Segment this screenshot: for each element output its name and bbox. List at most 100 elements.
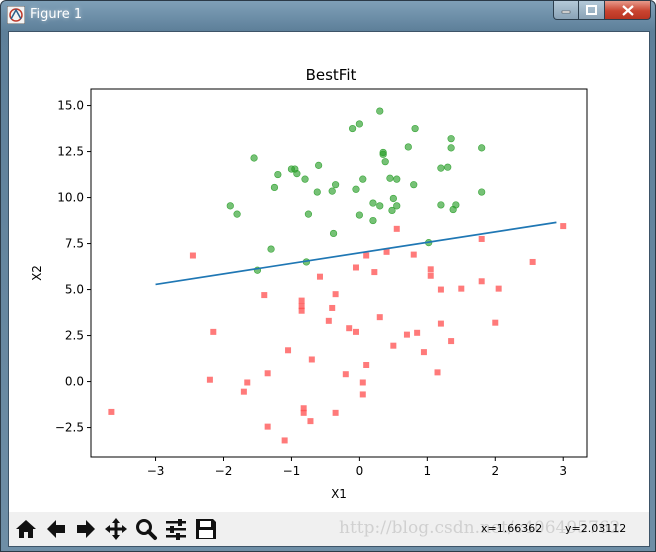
class-0-point bbox=[274, 170, 282, 179]
class-0-point bbox=[410, 181, 418, 189]
class-1-point bbox=[363, 252, 370, 259]
scatter-plot: BestFit −3 −2 −1 0 1 2 3 −2.5 0.0 2.5 5.0 7.5 10.0 1… bbox=[30, 66, 588, 501]
class-1-point bbox=[210, 328, 217, 335]
class-0-point bbox=[478, 188, 486, 196]
class-1-point bbox=[390, 342, 397, 349]
class-1-point bbox=[437, 320, 444, 327]
x-axis-ticks: −3 −2 −1 0 1 2 3 bbox=[147, 457, 567, 478]
class-1-point bbox=[346, 325, 353, 332]
y-tick-label: 2.5 bbox=[65, 329, 84, 343]
class-0-point bbox=[348, 124, 357, 133]
class-1-point bbox=[492, 319, 499, 326]
class-1-point bbox=[529, 258, 536, 265]
class-1-point bbox=[478, 235, 485, 242]
class-0-point bbox=[386, 174, 394, 182]
pan-button[interactable] bbox=[102, 515, 130, 543]
class-1-point bbox=[281, 437, 288, 444]
class-0-point bbox=[388, 206, 396, 215]
class-1-point bbox=[298, 303, 305, 310]
x-tick-label: 2 bbox=[491, 464, 499, 478]
back-arrow-icon bbox=[47, 520, 65, 538]
class-1-point bbox=[300, 409, 307, 416]
figure-canvas[interactable]: BestFit −3 −2 −1 0 1 2 3 −2.5 0.0 2.5 5.0 7.5 10.0 1… bbox=[8, 31, 650, 547]
x-axis-label: X1 bbox=[331, 487, 347, 501]
class-0-point bbox=[301, 175, 309, 183]
class-0-point bbox=[304, 210, 313, 218]
class-1-point bbox=[437, 286, 444, 293]
x-tick-label: 1 bbox=[424, 464, 432, 478]
class-1-point bbox=[329, 304, 336, 311]
title-bar[interactable]: Figure 1 bbox=[1, 1, 655, 31]
class-0-point bbox=[389, 194, 397, 203]
class-1-point bbox=[298, 297, 305, 304]
maximize-icon bbox=[586, 5, 597, 15]
class-0-point bbox=[293, 170, 301, 178]
class-1-point bbox=[261, 292, 268, 299]
forward-arrow-icon bbox=[77, 520, 95, 538]
class-0-point bbox=[369, 199, 377, 207]
y-coordinate-readout: y=2.03112 bbox=[565, 522, 627, 535]
class-0-point bbox=[355, 120, 363, 128]
class-1-point bbox=[206, 376, 213, 383]
close-button[interactable] bbox=[605, 1, 651, 20]
configure-subplots-button[interactable] bbox=[162, 515, 190, 543]
y-tick-label: −2.5 bbox=[55, 421, 84, 435]
class-1-point bbox=[332, 409, 339, 416]
class-1-point bbox=[307, 418, 314, 425]
axes-frame bbox=[90, 88, 588, 458]
class-1-point bbox=[359, 379, 366, 386]
class-0-point bbox=[379, 148, 387, 157]
matplotlib-figure-icon bbox=[7, 6, 25, 24]
back-button[interactable] bbox=[42, 515, 70, 543]
x-tick-label: −3 bbox=[147, 464, 165, 478]
x-tick-label: −1 bbox=[283, 464, 301, 478]
class-1-point bbox=[332, 291, 339, 298]
class-0-point bbox=[452, 201, 460, 209]
class-1-point bbox=[410, 251, 417, 258]
window-controls bbox=[553, 1, 651, 21]
minimize-button[interactable] bbox=[553, 1, 579, 20]
y-tick-label: 7.5 bbox=[65, 237, 84, 251]
class-1-point bbox=[359, 391, 366, 398]
class-1-point bbox=[342, 371, 349, 378]
class-0-point bbox=[226, 202, 234, 210]
class-1-point bbox=[448, 338, 455, 345]
class-1-point bbox=[414, 329, 421, 336]
navigation-toolbar: http://blog.csdn.net/c406495762 x=1.6636… bbox=[9, 512, 649, 546]
save-button[interactable] bbox=[192, 515, 220, 543]
class-1-point bbox=[458, 285, 465, 292]
home-button[interactable] bbox=[12, 515, 40, 543]
x-coordinate-readout: x=1.66362 bbox=[481, 522, 543, 535]
pan-icon bbox=[105, 518, 127, 540]
class-1-point bbox=[240, 388, 247, 395]
zoom-button[interactable] bbox=[132, 515, 160, 543]
class-0-point bbox=[250, 154, 258, 162]
save-icon bbox=[196, 519, 216, 539]
class-1-point bbox=[264, 423, 271, 430]
class-1-point bbox=[264, 370, 271, 377]
home-icon bbox=[16, 520, 36, 538]
class-1-point bbox=[363, 362, 370, 368]
class-1-point bbox=[393, 225, 400, 232]
x-tick-label: −2 bbox=[215, 464, 233, 478]
class-0-point bbox=[359, 175, 367, 183]
class-0-point bbox=[369, 216, 377, 225]
maximize-button[interactable] bbox=[579, 1, 605, 20]
class-0-point bbox=[437, 201, 445, 209]
class-1-point bbox=[298, 307, 305, 314]
class-0-point bbox=[355, 211, 363, 219]
y-tick-label: 5.0 bbox=[65, 283, 84, 297]
class-1-point bbox=[300, 405, 307, 412]
class-1-point bbox=[427, 266, 434, 273]
plot-area bbox=[90, 88, 588, 458]
class-0-point bbox=[376, 107, 384, 115]
class-0-point bbox=[313, 188, 321, 196]
class-1-point bbox=[383, 248, 390, 255]
x-tick-label: 3 bbox=[559, 464, 567, 478]
class-0-point bbox=[270, 183, 279, 192]
forward-button[interactable] bbox=[72, 515, 100, 543]
class-1-point bbox=[403, 331, 410, 338]
class-1-point bbox=[308, 356, 315, 363]
class-0-point bbox=[444, 163, 452, 171]
